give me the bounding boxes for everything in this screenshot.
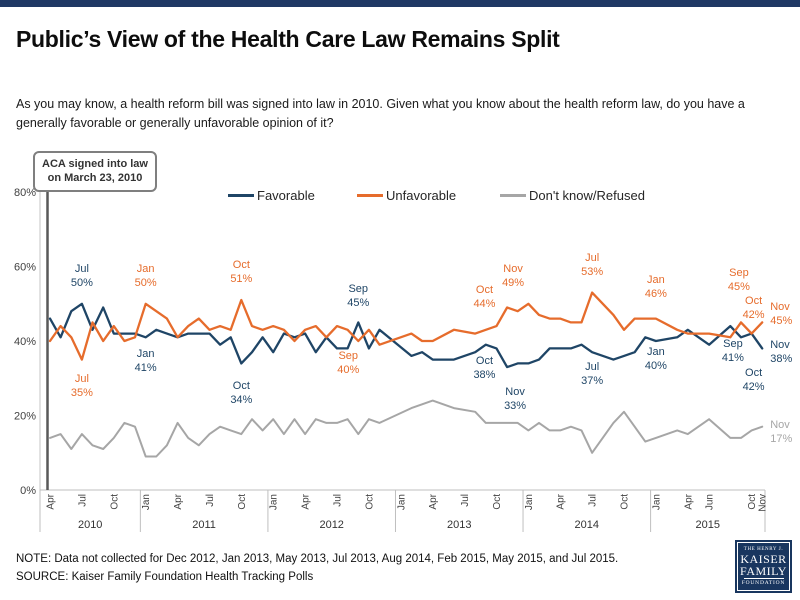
y-axis-label: 80% (14, 187, 36, 199)
data-label-favorable-oct: Oct 38% (473, 355, 496, 382)
kff-logo-line1: THE HENRY J. (743, 547, 784, 552)
data-label-unfavorable-jan: Jan 46% (644, 273, 667, 300)
legend-item-favorable: Favorable (228, 188, 315, 203)
x-axis-year-label: 2015 (696, 519, 720, 531)
x-axis-year-label: 2012 (319, 519, 343, 531)
x-axis-month-label: Nov (758, 494, 769, 512)
source-text: SOURCE: Kaiser Family Foundation Health … (16, 571, 314, 583)
x-axis-month-label: Jan (141, 494, 152, 510)
x-axis-month-label: Apr (683, 493, 694, 509)
unfavorable-line (48, 291, 764, 361)
x-axis-year-label: 2010 (78, 519, 102, 531)
kff-logo-rule (743, 578, 784, 579)
data-label-favorable-sep: Sep 45% (347, 283, 370, 310)
x-axis-month-label: Jan (651, 494, 662, 510)
data-label-unfavorable-sep: Sep 45% (727, 267, 750, 294)
favorable-line-swatch (228, 194, 254, 197)
data-label-unfavorable-oct: Oct 44% (473, 284, 496, 311)
aca-annotation-box: ACA signed into law on March 23, 2010 (33, 151, 157, 192)
x-axis-month-label: Jun (705, 494, 716, 510)
x-axis-month-label: Oct (492, 494, 503, 510)
x-axis-month-label: Jan (269, 494, 280, 510)
data-label-favorable-nov: Nov 33% (504, 386, 527, 413)
aca-annotation-line2: on March 23, 2010 (47, 172, 143, 185)
note-text: NOTE: Data not collected for Dec 2012, J… (16, 553, 619, 565)
data-label-unfavorable-oct: Oct 42% (742, 294, 765, 321)
chart-title: Public’s View of the Health Care Law Rem… (16, 26, 560, 52)
legend-label-favorable: Favorable (257, 188, 315, 203)
data-label-unfavorable-oct: Oct 51% (230, 259, 253, 286)
x-axis-month-label: Jul (588, 494, 599, 507)
y-axis-label: 20% (14, 411, 36, 423)
data-label-favorable-nov: Nov 38% (770, 339, 793, 366)
legend-item-dont-know: Don't know/Refused (500, 188, 645, 203)
data-label-unfavorable-jan: Jan 50% (134, 262, 157, 289)
data-label-favorable-jul: Jul 37% (581, 361, 604, 388)
line-chart: 80% 60% 40% 20% 0% Apr Jul Oct Jan Apr Jul Oct Jan Ap… (14, 187, 769, 532)
x-axis-month-label: Apr (301, 493, 312, 509)
aca-annotation-line1: ACA signed into law (42, 158, 148, 170)
legend-label-unfavorable: Unfavorable (386, 188, 457, 203)
data-label-unfavorable-jul: Jul 35% (70, 372, 93, 399)
kff-logo-line4: FOUNDATION (741, 580, 786, 586)
data-label-favorable-oct: Oct 34% (230, 380, 253, 407)
y-axis-label: 60% (14, 262, 36, 274)
data-label-unfavorable-nov: Nov 49% (502, 263, 525, 290)
x-axis-month-label: Oct (747, 494, 758, 510)
x-axis-month-label: Jul (205, 494, 216, 507)
x-axis-month-label: Jul (333, 494, 344, 507)
data-label-favorable-oct: Oct 42% (742, 366, 765, 393)
data-label-unfavorable-nov: Nov 45% (770, 301, 793, 328)
x-axis-month-label: Jan (396, 494, 407, 510)
data-label-favorable-sep: Sep 41% (721, 338, 744, 365)
x-axis-month-label: Apr (173, 493, 184, 509)
data-label-favorable-jul: Jul 50% (70, 262, 93, 289)
data-label-favorable-jan: Jan 41% (134, 348, 157, 375)
kff-logo-line3: FAMILY (740, 564, 787, 578)
legend-label-dont-know: Don't know/Refused (529, 188, 645, 203)
x-axis-month-label: Oct (237, 494, 248, 510)
top-accent-bar (0, 0, 800, 7)
kff-logo-line2: KAISER (740, 552, 787, 566)
x-axis-month-label: Oct (620, 494, 631, 510)
survey-question-text: As you may know, a health reform bill wa… (16, 97, 745, 130)
unfavorable-line-swatch (357, 194, 383, 197)
x-axis-month-label: Jul (77, 494, 88, 507)
data-label-unfavorable-jul: Jul 53% (581, 251, 604, 278)
x-axis-year-label: 2013 (447, 519, 471, 531)
data-label-dk-nov: Nov 17% (770, 418, 793, 445)
x-axis-month-label: Apr (46, 493, 57, 509)
legend-item-unfavorable: Unfavorable (357, 188, 456, 203)
x-axis-month-label: Apr (556, 493, 567, 509)
x-axis-month-label: Apr (428, 493, 439, 509)
y-axis-label: 0% (20, 485, 36, 497)
x-axis-year-label: 2014 (575, 519, 599, 531)
y-axis-label: 40% (14, 336, 36, 348)
x-axis-month-label: Jan (524, 494, 535, 510)
x-axis-month-label: Jul (460, 494, 471, 507)
data-label-favorable-jan: Jan 40% (644, 346, 667, 372)
x-axis-year-label: 2011 (192, 519, 216, 531)
dont-know-line-swatch (500, 194, 526, 197)
kff-logo-frame: THE HENRY J. KAISER FAMILY FOUNDATION (737, 542, 790, 591)
kff-logo: THE HENRY J. KAISER FAMILY FOUNDATION (735, 540, 792, 593)
data-label-unfavorable-sep: Sep 40% (337, 350, 360, 376)
dk-line (49, 399, 764, 458)
x-axis-month-label: Oct (109, 494, 120, 510)
x-axis-month-label: Oct (364, 494, 375, 510)
